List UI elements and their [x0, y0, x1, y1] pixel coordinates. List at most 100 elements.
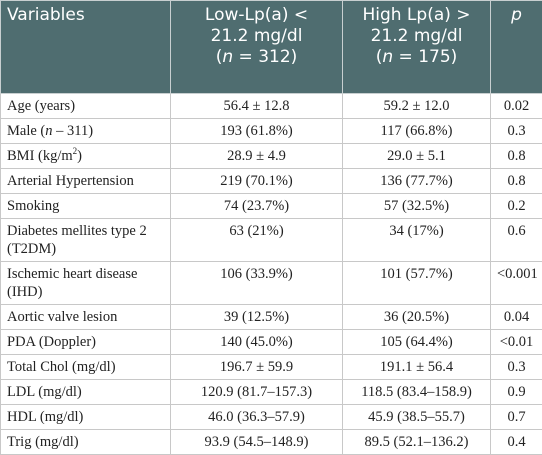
row-label: Arterial Hypertension — [1, 169, 171, 194]
cell: 59.2 ± 12.0 — [343, 94, 491, 119]
cell: 0.02 — [491, 94, 542, 119]
row-label: Aortic valve lesion — [1, 305, 171, 330]
cell: 0.8 — [491, 144, 542, 169]
cell: 106 (33.9%) — [171, 262, 343, 305]
table-row: Male (n – 311)193 (61.8%)117 (66.8%)0.3 — [1, 119, 542, 144]
row-label: LDL (mg/dl) — [1, 380, 171, 405]
table-row: Trig (mg/dl)93.9 (54.5–148.9)89.5 (52.1–… — [1, 430, 542, 455]
cell: 0.6 — [491, 219, 542, 262]
cell: 45.9 (38.5–55.7) — [343, 405, 491, 430]
text-run: High Lp(a) > — [362, 5, 470, 25]
row-label: Ischemic heart disease (IHD) — [1, 262, 171, 305]
row-label: HDL (mg/dl) — [1, 405, 171, 430]
row-label: Diabetes mellites type 2 (T2DM) — [1, 219, 171, 262]
cell: 140 (45.0%) — [171, 330, 343, 355]
header-line: Low-Lp(a) < — [177, 5, 336, 26]
text-run: Low-Lp(a) < — [205, 5, 308, 25]
row-label: Total Chol (mg/dl) — [1, 355, 171, 380]
text-run: Smoking — [7, 198, 59, 214]
header-cell: Low-Lp(a) <21.2 mg/dl(n = 312) — [171, 1, 343, 94]
row-label: Trig (mg/dl) — [1, 430, 171, 455]
cell: 117 (66.8%) — [343, 119, 491, 144]
text-run: n — [45, 123, 52, 139]
text-run: Age (years) — [7, 98, 75, 114]
header-line: 21.2 mg/dl — [349, 26, 484, 47]
cell: <0.001 — [491, 262, 542, 305]
cell: 196.7 ± 59.9 — [171, 355, 343, 380]
cell: 118.5 (83.4–158.9) — [343, 380, 491, 405]
row-label: Smoking — [1, 194, 171, 219]
text-run: ) — [77, 148, 82, 164]
cell: 74 (23.7%) — [171, 194, 343, 219]
text-run: n — [382, 47, 393, 67]
cell: <0.01 — [491, 330, 542, 355]
text-run: Ischemic heart disease (IHD) — [7, 266, 137, 300]
text-run: Diabetes mellites type 2 (T2DM) — [7, 223, 147, 257]
text-run: = 312) — [233, 47, 297, 67]
table-row: LDL (mg/dl) 120.9 (81.7–157.3)118.5 (83.4… — [1, 380, 542, 405]
header-line: (n = 175) — [349, 47, 484, 68]
cell: 0.3 — [491, 355, 542, 380]
table-row: HDL (mg/dl) 46.0 (36.3–57.9)45.9 (38.5–55… — [1, 405, 542, 430]
cell: 0.3 — [491, 119, 542, 144]
cell: 0.9 — [491, 380, 542, 405]
cell: 46.0 (36.3–57.9) — [171, 405, 343, 430]
text-run: PDA (Doppler) — [7, 334, 96, 350]
cell: 36 (20.5%) — [343, 305, 491, 330]
table-row: Arterial Hypertension 219 (70.1%)136 (77.… — [1, 169, 542, 194]
table-row: Smoking 74 (23.7%)57 (32.5%)0.2 — [1, 194, 542, 219]
text-run: 21.2 mg/dl — [211, 26, 303, 46]
header-cell: High Lp(a) >21.2 mg/dl(n = 175) — [343, 1, 491, 94]
text-run: n — [222, 47, 233, 67]
cell: 0.4 — [491, 430, 542, 455]
cell: 39 (12.5%) — [171, 305, 343, 330]
text-run: Male ( — [7, 123, 45, 139]
header-line: High Lp(a) > — [349, 5, 484, 26]
cell: 28.9 ± 4.9 — [171, 144, 343, 169]
text-run: Total Chol (mg/dl) — [7, 359, 116, 375]
text-run: BMI (kg/m — [7, 148, 73, 164]
text-run: Aortic valve lesion — [7, 309, 117, 325]
text-run: 21.2 mg/dl — [371, 26, 463, 46]
cell: 0.04 — [491, 305, 542, 330]
text-run: – 311) — [53, 123, 94, 139]
cell: 120.9 (81.7–157.3) — [171, 380, 343, 405]
cell: 29.0 ± 5.1 — [343, 144, 491, 169]
table-row: Aortic valve lesion 39 (12.5%)36 (20.5%)0… — [1, 305, 542, 330]
table-row: PDA (Doppler) 140 (45.0%)105 (64.4%)<0.01 — [1, 330, 542, 355]
cell: 93.9 (54.5–148.9) — [171, 430, 343, 455]
header-cell: Variables — [1, 1, 171, 94]
text-run: HDL (mg/dl) — [7, 409, 83, 425]
text-run: Arterial Hypertension — [7, 173, 134, 189]
cell: 193 (61.8%) — [171, 119, 343, 144]
cell: 136 (77.7%) — [343, 169, 491, 194]
cell: 105 (64.4%) — [343, 330, 491, 355]
cell: 219 (70.1%) — [171, 169, 343, 194]
text-run: LDL (mg/dl) — [7, 384, 82, 400]
header-line: p — [497, 5, 536, 26]
cell: 89.5 (52.1–136.2) — [343, 430, 491, 455]
row-label: PDA (Doppler) — [1, 330, 171, 355]
text-run: p — [511, 5, 522, 25]
cell: 0.2 — [491, 194, 542, 219]
cell: 57 (32.5%) — [343, 194, 491, 219]
cell: 0.7 — [491, 405, 542, 430]
cell: 56.4 ± 12.8 — [171, 94, 343, 119]
table-row: Ischemic heart disease (IHD)106 (33.9%)1… — [1, 262, 542, 305]
header-line: 21.2 mg/dl — [177, 26, 336, 47]
cell: 0.8 — [491, 169, 542, 194]
row-label: Male (n – 311) — [1, 119, 171, 144]
cell: 34 (17%) — [343, 219, 491, 262]
text-run: Variables — [7, 5, 85, 25]
header-line: (n = 312) — [177, 47, 336, 68]
cell: 63 (21%) — [171, 219, 343, 262]
text-run: = 175) — [393, 47, 457, 67]
header-line: Variables — [7, 5, 164, 26]
